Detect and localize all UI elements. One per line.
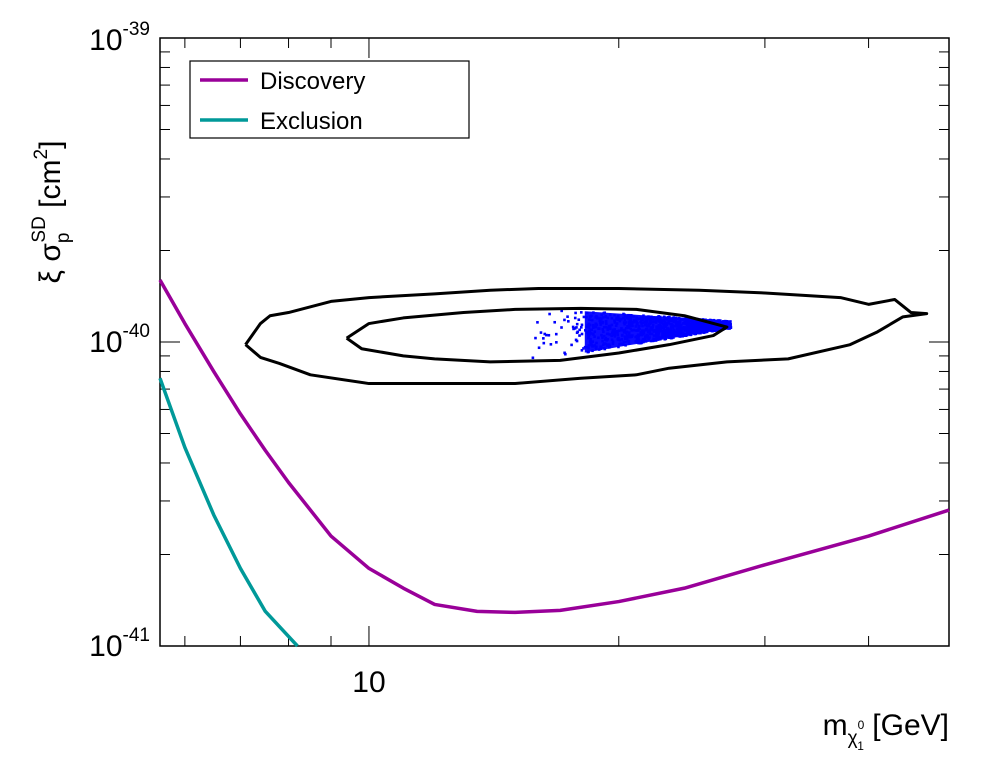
scatter-point bbox=[564, 352, 567, 356]
contour-outer bbox=[244, 286, 929, 386]
scatter-point bbox=[560, 326, 563, 329]
x-axis-label: mχ0 1 [GeV] bbox=[823, 709, 949, 753]
scatter-point bbox=[536, 321, 539, 324]
scatter-point bbox=[580, 332, 584, 336]
scatter-point bbox=[560, 309, 563, 313]
scatter-points bbox=[531, 307, 733, 360]
y-tick-label-1e-40: 10-40 bbox=[89, 321, 150, 359]
contours bbox=[244, 286, 929, 386]
scatter-point bbox=[545, 333, 548, 337]
scatter-point bbox=[539, 331, 543, 334]
scatter-point bbox=[542, 337, 545, 340]
legend: Discovery Exclusion bbox=[189, 60, 470, 139]
scatter-point bbox=[534, 336, 537, 340]
scatter-point bbox=[575, 339, 579, 343]
x-tick-label-10: 10 bbox=[352, 666, 385, 699]
scatter-point bbox=[573, 327, 577, 330]
legend-box bbox=[189, 60, 470, 139]
legend-label-discovery: Discovery bbox=[260, 68, 365, 95]
scatter-point bbox=[578, 328, 581, 332]
scatter-point bbox=[580, 349, 584, 352]
y-tick-label-1e-39: 10-39 bbox=[89, 19, 150, 57]
scatter-point bbox=[575, 331, 579, 335]
scatter-point bbox=[543, 332, 547, 336]
legend-label-exclusion: Exclusion bbox=[260, 108, 363, 135]
axis-ticks bbox=[160, 38, 950, 647]
scatter-point bbox=[571, 325, 575, 329]
scatter-point bbox=[537, 346, 541, 350]
scatter-point bbox=[573, 316, 577, 320]
scatter-dense-core bbox=[584, 311, 731, 353]
scatter-point bbox=[563, 351, 566, 355]
scatter-point bbox=[547, 333, 551, 337]
series-line-discovery bbox=[158, 279, 950, 615]
scatter-point bbox=[553, 320, 557, 324]
scatter-point bbox=[575, 322, 579, 326]
plot-frame bbox=[159, 37, 950, 647]
scatter-point bbox=[549, 343, 553, 346]
scatter-point bbox=[574, 311, 577, 315]
scatter-point bbox=[555, 341, 558, 344]
scatter-point bbox=[548, 312, 551, 316]
series-lines bbox=[158, 279, 950, 648]
scatter-point bbox=[542, 341, 546, 345]
series-line-exclusion bbox=[158, 377, 299, 648]
scatter-point bbox=[582, 315, 586, 319]
scatter-point bbox=[567, 320, 570, 323]
scatter-point bbox=[531, 356, 535, 360]
scatter-point bbox=[580, 326, 583, 329]
scatter-point bbox=[570, 343, 573, 347]
y-tick-label-1e-41: 10-41 bbox=[89, 625, 150, 663]
scatter-point bbox=[575, 326, 578, 329]
scatter-point bbox=[566, 315, 569, 318]
scatter-point bbox=[572, 327, 575, 331]
scatter-point bbox=[580, 323, 584, 327]
scatter-point bbox=[577, 318, 581, 322]
contour-inner bbox=[345, 306, 729, 364]
scatter-point bbox=[580, 311, 583, 314]
scatter-point bbox=[578, 334, 581, 337]
scatter-point bbox=[582, 347, 585, 350]
scatter-point bbox=[563, 318, 566, 322]
y-axis-label: ξ σpSD [cm2] bbox=[29, 141, 74, 284]
scatter-point bbox=[554, 332, 558, 336]
